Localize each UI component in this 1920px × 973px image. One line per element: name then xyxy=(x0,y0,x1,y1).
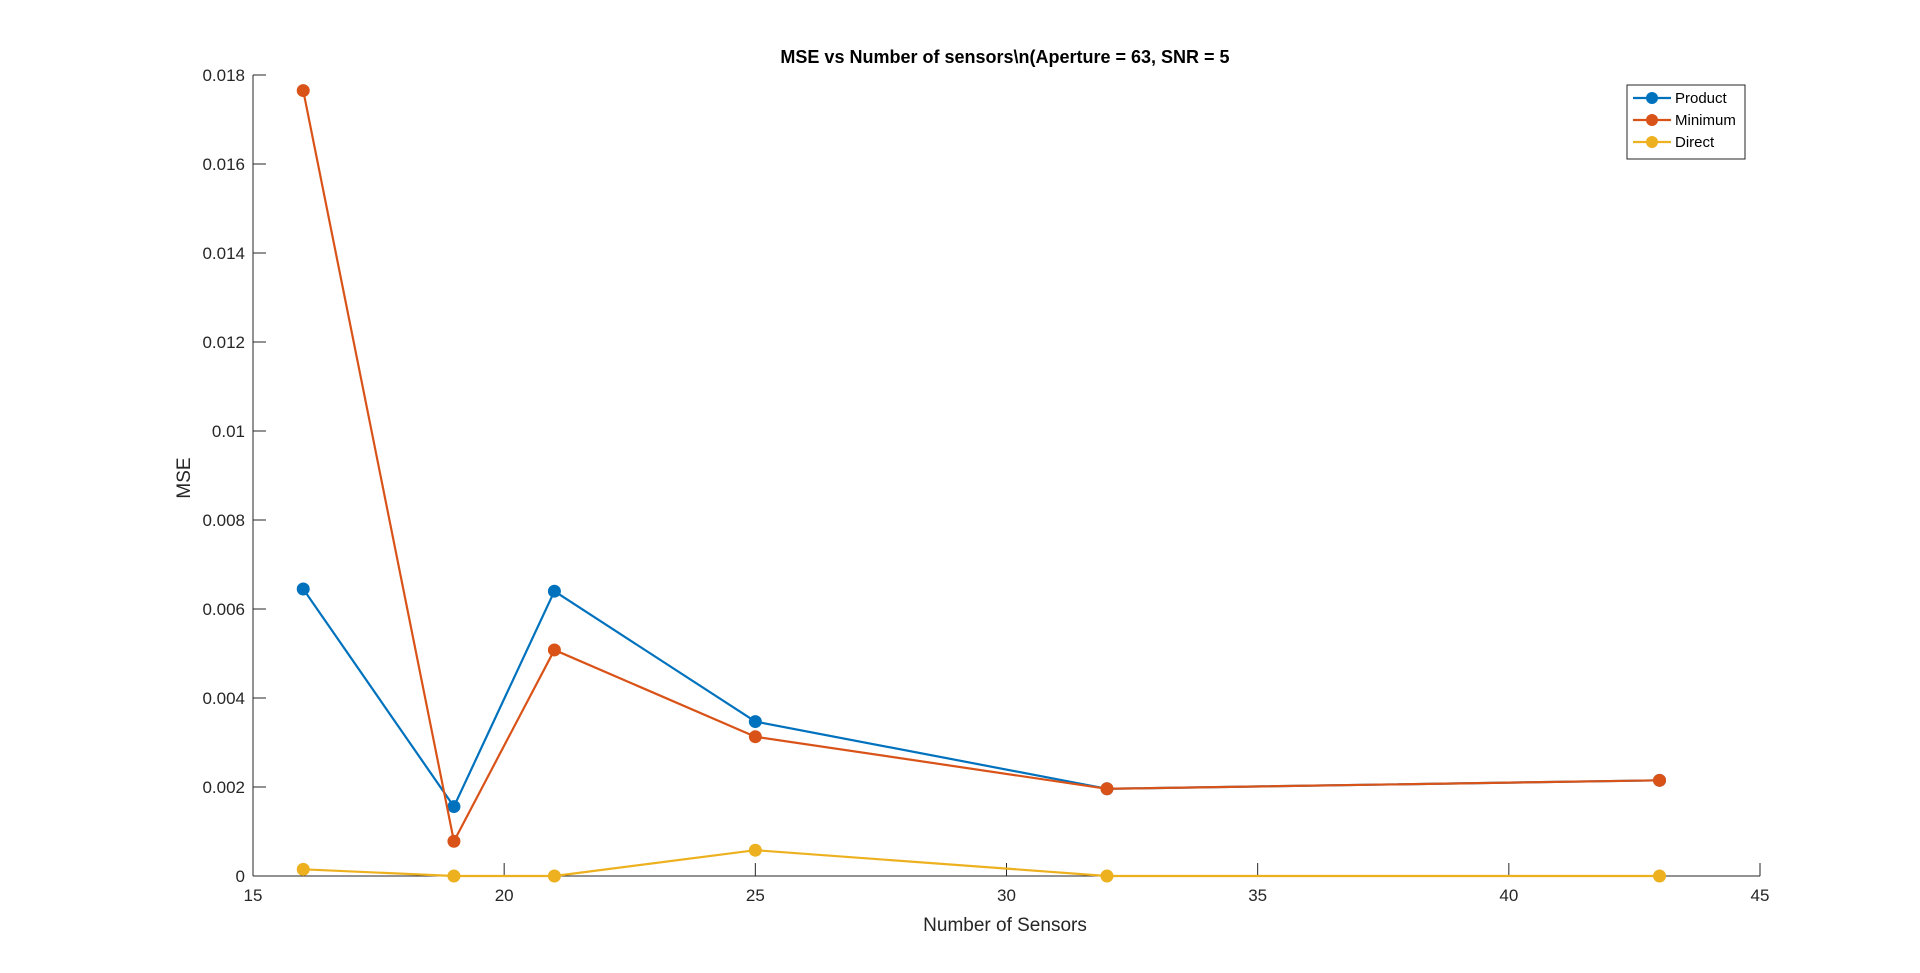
chart-title: MSE vs Number of sensors\n(Aperture = 63… xyxy=(780,47,1229,67)
legend-item: Direct xyxy=(1633,134,1715,151)
series-line xyxy=(302,90,1660,843)
legend-marker xyxy=(1646,114,1658,126)
y-tick-label: 0.006 xyxy=(202,600,245,619)
axes: 15 20 25 30 35 40 45 0 0.002 0.004 0.006 0.008 0.01 0… xyxy=(202,66,1769,905)
y-tick-label: 0.002 xyxy=(202,778,245,797)
data-point xyxy=(1100,869,1114,883)
data-point xyxy=(1653,869,1667,883)
y-tick-label: 0 xyxy=(236,867,245,886)
data-point xyxy=(547,584,561,598)
series-direct xyxy=(296,843,1667,883)
x-axis-label: Number of Sensors xyxy=(923,915,1087,936)
data-point xyxy=(447,800,461,814)
data-point xyxy=(447,869,461,883)
legend-label: Product xyxy=(1675,90,1728,107)
y-axis-label: MSE xyxy=(174,457,195,498)
data-point xyxy=(1100,782,1114,796)
data-point xyxy=(296,84,310,98)
legend-label: Minimum xyxy=(1675,112,1736,129)
data-point xyxy=(547,643,561,657)
x-tick-label: 40 xyxy=(1499,886,1518,905)
legend-item: Minimum xyxy=(1633,112,1736,129)
y-tick-label: 0.004 xyxy=(202,689,245,708)
series-minimum xyxy=(296,84,1667,848)
data-point xyxy=(296,582,310,596)
x-tick-label: 45 xyxy=(1751,886,1770,905)
legend-item: Product xyxy=(1633,90,1728,107)
series-layer xyxy=(296,84,1667,883)
y-tick-label: 0.012 xyxy=(202,333,245,352)
data-point xyxy=(547,869,561,883)
x-tick-label: 20 xyxy=(495,886,514,905)
y-tick-label: 0.01 xyxy=(212,422,245,441)
legend-label: Direct xyxy=(1675,134,1715,151)
x-tick-label: 25 xyxy=(746,886,765,905)
x-tick-label: 35 xyxy=(1248,886,1267,905)
series-product xyxy=(296,582,1667,814)
series-line xyxy=(302,588,1660,808)
data-point xyxy=(447,834,461,848)
y-tick-label: 0.008 xyxy=(202,511,245,530)
y-tick-label: 0.014 xyxy=(202,244,245,263)
data-point xyxy=(748,715,762,729)
y-tick-label: 0.016 xyxy=(202,155,245,174)
data-point xyxy=(748,843,762,857)
legend: Product Minimum Direct xyxy=(1626,84,1746,160)
y-tick-label: 0.018 xyxy=(202,66,245,85)
x-tick-label: 30 xyxy=(997,886,1016,905)
data-point xyxy=(296,862,310,876)
data-point xyxy=(1653,773,1667,787)
legend-marker xyxy=(1646,92,1658,104)
x-tick-label: 15 xyxy=(244,886,263,905)
legend-marker xyxy=(1646,136,1658,148)
data-point xyxy=(748,730,762,744)
series-line xyxy=(303,849,1660,878)
